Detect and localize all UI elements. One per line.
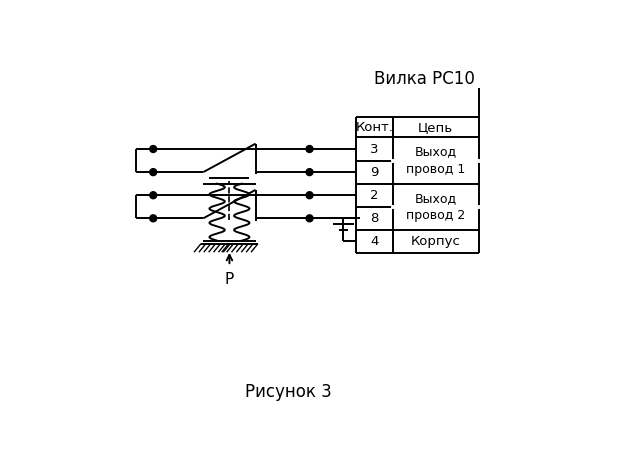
Text: 3: 3 bbox=[370, 143, 379, 156]
Circle shape bbox=[149, 146, 156, 152]
Text: 2: 2 bbox=[370, 189, 379, 202]
Circle shape bbox=[306, 192, 313, 199]
Text: Цепь: Цепь bbox=[418, 121, 453, 134]
Text: Конт.: Конт. bbox=[355, 121, 393, 134]
Circle shape bbox=[306, 146, 313, 152]
Text: Выход
провод 1: Выход провод 1 bbox=[406, 146, 465, 176]
Text: P: P bbox=[225, 272, 234, 287]
Text: 4: 4 bbox=[370, 235, 379, 248]
Text: Выход
провод 2: Выход провод 2 bbox=[406, 192, 465, 222]
Circle shape bbox=[149, 215, 156, 222]
Text: Корпус: Корпус bbox=[411, 235, 461, 248]
Text: Вилка РС10: Вилка РС10 bbox=[374, 70, 475, 88]
Circle shape bbox=[149, 192, 156, 199]
Circle shape bbox=[306, 215, 313, 222]
Text: Рисунок 3: Рисунок 3 bbox=[244, 382, 332, 401]
Text: 9: 9 bbox=[370, 166, 379, 179]
Circle shape bbox=[306, 168, 313, 176]
Circle shape bbox=[149, 168, 156, 176]
Text: 8: 8 bbox=[370, 212, 379, 225]
